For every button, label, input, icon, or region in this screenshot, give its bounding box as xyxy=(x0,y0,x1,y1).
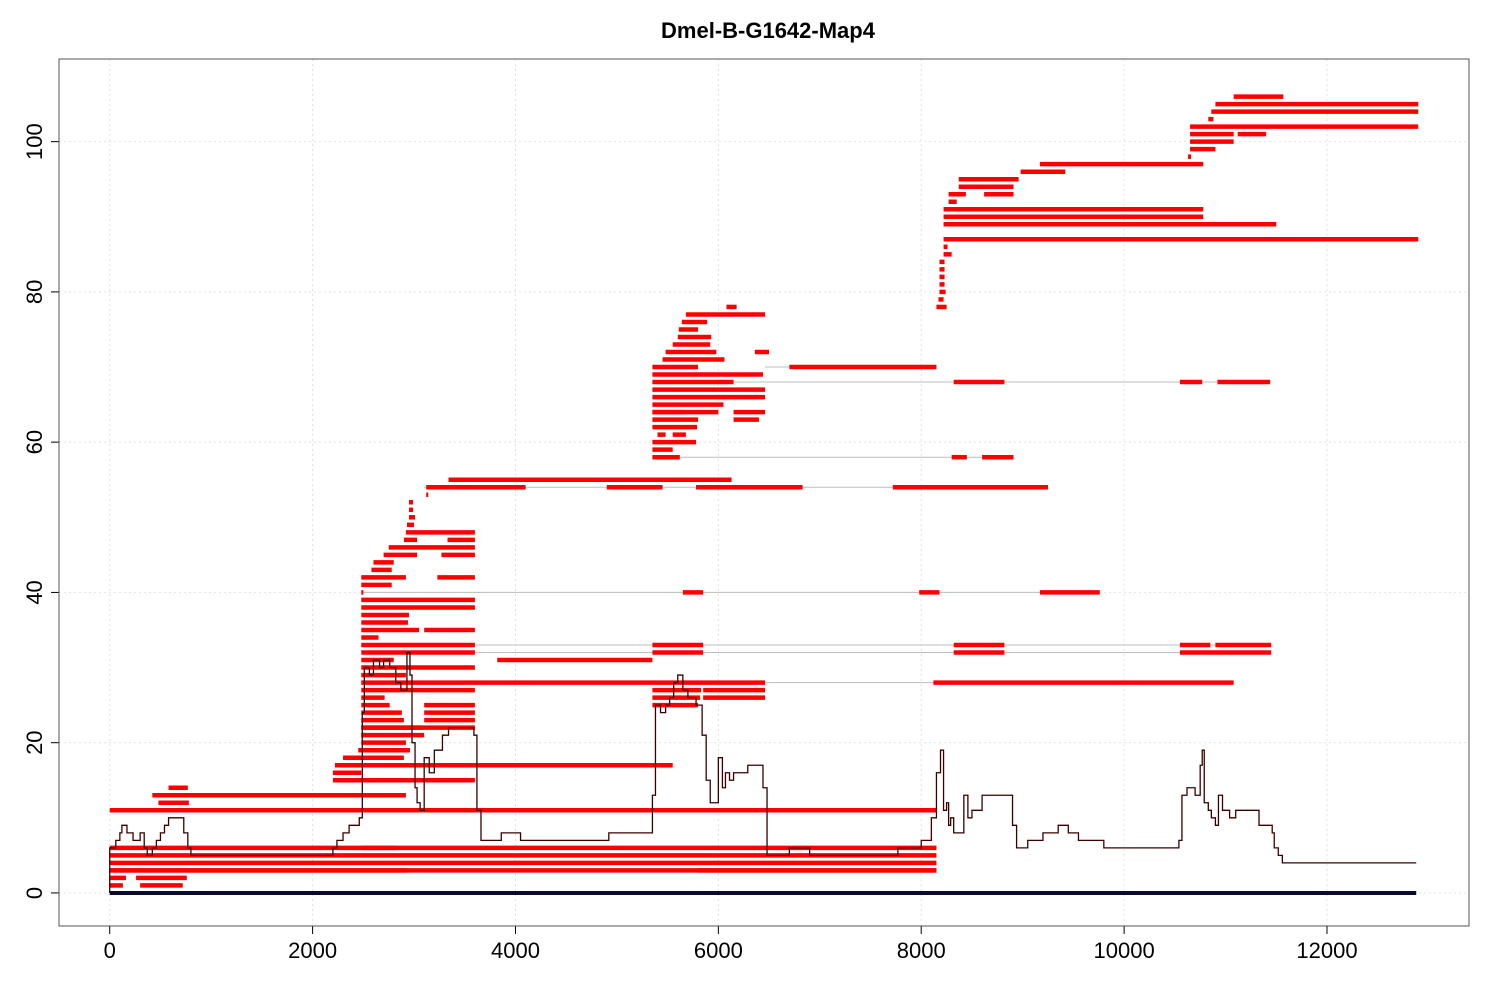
x-tick-label: 6000 xyxy=(694,938,743,963)
x-tick-label: 0 xyxy=(104,938,116,963)
x-tick-label: 10000 xyxy=(1094,938,1155,963)
x-tick-label: 8000 xyxy=(897,938,946,963)
plot-frame xyxy=(58,58,1470,927)
coverage-line xyxy=(109,651,1417,895)
y-tick-label: 0 xyxy=(22,887,47,899)
chart-title: Dmel-B-G1642-Map4 xyxy=(661,18,876,43)
segment-links xyxy=(361,366,1272,684)
y-tick-label: 80 xyxy=(22,280,47,304)
y-tick-label: 20 xyxy=(22,730,47,754)
y-tick-label: 60 xyxy=(22,430,47,454)
red-segments xyxy=(109,94,1419,888)
y-tick-label: 100 xyxy=(22,123,47,160)
axes: 0 2000 4000 6000 8000 10000 12000 0 20 40 60 80 100 xyxy=(22,123,1358,963)
y-tick-label: 40 xyxy=(22,580,47,604)
x-tick-label: 4000 xyxy=(491,938,540,963)
x-tick-label: 2000 xyxy=(288,938,337,963)
x-tick-label: 12000 xyxy=(1296,938,1357,963)
coverage-path xyxy=(109,651,1417,893)
